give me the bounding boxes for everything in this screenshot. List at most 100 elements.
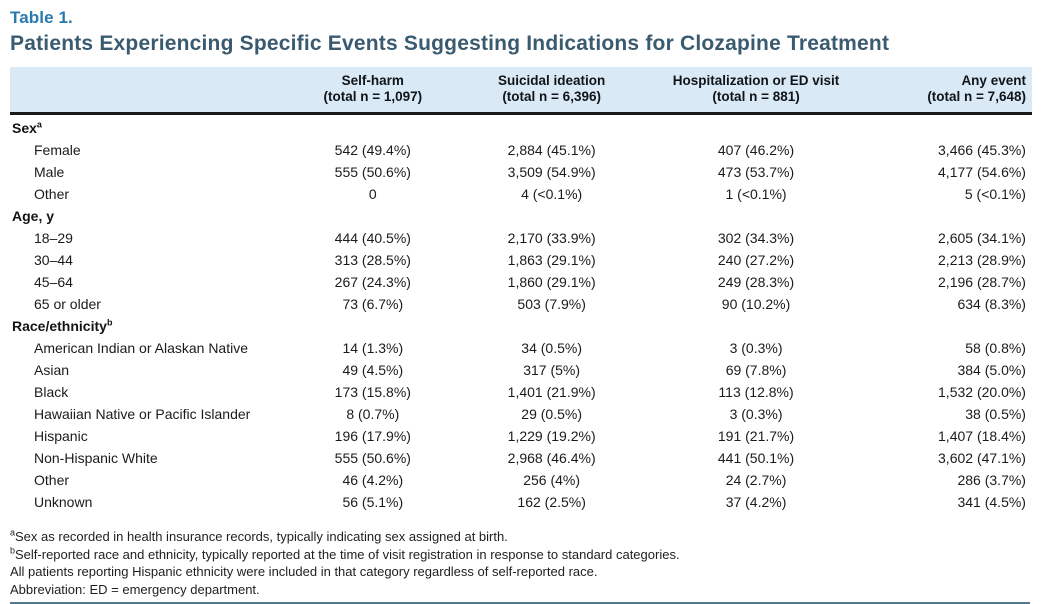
cell-self-harm: 444 (40.5%) xyxy=(334,230,411,246)
cell-any-event: 286 (3.7%) xyxy=(957,472,1026,488)
section-header-label: Race/ethnicityb xyxy=(10,315,286,337)
column-header-line2: (total n = 881) xyxy=(712,89,800,104)
column-header-line2: (total n = 7,648) xyxy=(927,89,1026,104)
cell-self-harm: 14 (1.3%) xyxy=(342,340,404,356)
row-label: Hawaiian Native or Pacific Islander xyxy=(34,406,251,422)
cell-hospitalization-ed-visit: 191 (21.7%) xyxy=(717,428,795,444)
cell-suicidal-ideation: 162 (2.5%) xyxy=(517,494,586,510)
column-header-line1: Self-harm xyxy=(341,73,404,88)
cell-hospitalization-ed-visit: 3 (0.3%) xyxy=(729,406,783,422)
cell-suicidal-ideation: 4 (<0.1%) xyxy=(521,186,583,202)
column-header-line1: Hospitalization or ED visit xyxy=(672,73,840,88)
table-row: Male 555 (50.6%) 3,509 (54.9%) 473 (53.7… xyxy=(10,161,1032,183)
footnote-superscript: a xyxy=(10,527,16,538)
table-row: Non-Hispanic White 555 (50.6%) 2,968 (46… xyxy=(10,447,1032,469)
column-header-suicidal-ideation: Suicidal ideation (total n = 6,396) xyxy=(460,73,644,105)
section-header-row-age: Age, y xyxy=(10,205,1032,227)
cell-any-event: 58 (0.8%) xyxy=(965,340,1026,356)
cell-any-event: 5 (<0.1%) xyxy=(964,186,1026,202)
row-label: 18–29 xyxy=(34,230,73,246)
row-label: Male xyxy=(34,164,65,180)
cell-suicidal-ideation: 1,860 (29.1%) xyxy=(507,274,596,290)
cell-hospitalization-ed-visit: 24 (2.7%) xyxy=(725,472,787,488)
cell-self-harm: 267 (24.3%) xyxy=(334,274,411,290)
footnote-hispanic-note: All patients reporting Hispanic ethnicit… xyxy=(10,563,1032,581)
column-header-any-event: Any event (total n = 7,648) xyxy=(868,73,1032,105)
cell-suicidal-ideation: 2,170 (33.9%) xyxy=(507,230,596,246)
cell-any-event: 1,532 (20.0%) xyxy=(938,384,1026,400)
row-label: 30–44 xyxy=(34,252,73,268)
column-header-line2: (total n = 1,097) xyxy=(323,89,423,104)
cell-self-harm: 555 (50.6%) xyxy=(334,450,411,466)
table-row: 30–44 313 (28.5%) 1,863 (29.1%) 240 (27.… xyxy=(10,249,1032,271)
footnote-text: Sex as recorded in health insurance reco… xyxy=(15,529,508,544)
table-row: Female 542 (49.4%) 2,884 (45.1%) 407 (46… xyxy=(10,139,1032,161)
cell-self-harm: 173 (15.8%) xyxy=(334,384,411,400)
footnote-a: aSex as recorded in health insurance rec… xyxy=(10,528,1032,546)
cell-suicidal-ideation: 29 (0.5%) xyxy=(521,406,582,422)
cell-hospitalization-ed-visit: 69 (7.8%) xyxy=(725,362,787,378)
cell-hospitalization-ed-visit: 37 (4.2%) xyxy=(725,494,787,510)
table-row: Asian 49 (4.5%) 317 (5%) 69 (7.8%) 384 (… xyxy=(10,359,1032,381)
column-header-line1: Any event xyxy=(961,73,1026,88)
table-row: 45–64 267 (24.3%) 1,860 (29.1%) 249 (28.… xyxy=(10,271,1032,293)
row-label: 45–64 xyxy=(34,274,73,290)
footnotes: aSex as recorded in health insurance rec… xyxy=(10,528,1032,598)
row-label: Black xyxy=(34,384,69,400)
cell-self-harm: 46 (4.2%) xyxy=(342,472,404,488)
section-header-label: Sexa xyxy=(10,117,286,139)
cell-hospitalization-ed-visit: 1 (<0.1%) xyxy=(725,186,787,202)
cell-self-harm: 0 xyxy=(368,186,377,202)
table-body: Sexa Female 542 (49.4%) 2,884 (45.1%) 40… xyxy=(10,115,1032,513)
cell-suicidal-ideation: 1,229 (19.2%) xyxy=(507,428,596,444)
cell-suicidal-ideation: 34 (0.5%) xyxy=(521,340,582,356)
footnote-text: Abbreviation: ED = emergency department. xyxy=(10,581,260,597)
table-number-label: Table 1. xyxy=(10,8,73,27)
cell-self-harm: 8 (0.7%) xyxy=(346,406,400,422)
table-row: Hispanic 196 (17.9%) 1,229 (19.2%) 191 (… xyxy=(10,425,1032,447)
cell-any-event: 4,177 (54.6%) xyxy=(938,164,1026,180)
table-row: Other 46 (4.2%) 256 (4%) 24 (2.7%) 286 (… xyxy=(10,469,1032,491)
table-row: 18–29 444 (40.5%) 2,170 (33.9%) 302 (34.… xyxy=(10,227,1032,249)
cell-hospitalization-ed-visit: 3 (0.3%) xyxy=(729,340,783,356)
footnote-b: bSelf-reported race and ethnicity, typic… xyxy=(10,546,1032,564)
table-row: 65 or older 73 (6.7%) 503 (7.9%) 90 (10.… xyxy=(10,293,1032,315)
cell-any-event: 2,213 (28.9%) xyxy=(938,252,1026,268)
section-header-superscript: a xyxy=(36,119,42,130)
row-label: American Indian or Alaskan Native xyxy=(34,340,248,356)
row-label: Female xyxy=(34,142,81,158)
cell-any-event: 634 (8.3%) xyxy=(957,296,1026,312)
cell-hospitalization-ed-visit: 473 (53.7%) xyxy=(717,164,795,180)
cell-hospitalization-ed-visit: 240 (27.2%) xyxy=(717,252,795,268)
cell-suicidal-ideation: 317 (5%) xyxy=(523,362,581,378)
cell-any-event: 2,605 (34.1%) xyxy=(938,230,1026,246)
section-header-text: Race/ethnicity xyxy=(12,318,107,334)
cell-suicidal-ideation: 256 (4%) xyxy=(523,472,581,488)
cell-self-harm: 73 (6.7%) xyxy=(342,296,404,312)
row-label: Other xyxy=(34,472,70,488)
column-header-line1: Suicidal ideation xyxy=(498,73,606,88)
cell-self-harm: 56 (5.1%) xyxy=(342,494,404,510)
table-header-row: Self-harm (total n = 1,097) Suicidal ide… xyxy=(10,67,1032,115)
row-label: Asian xyxy=(34,362,70,378)
cell-any-event: 3,466 (45.3%) xyxy=(938,142,1026,158)
row-label: Unknown xyxy=(34,494,93,510)
cell-self-harm: 313 (28.5%) xyxy=(334,252,411,268)
column-header-line2: (total n = 6,396) xyxy=(502,89,601,104)
column-header-hospitalization-ed-visit: Hospitalization or ED visit (total n = 8… xyxy=(644,73,869,105)
cell-self-harm: 196 (17.9%) xyxy=(334,428,411,444)
cell-self-harm: 542 (49.4%) xyxy=(334,142,411,158)
footnote-abbreviation: Abbreviation: ED = emergency department. xyxy=(10,581,1032,599)
cell-self-harm: 555 (50.6%) xyxy=(334,164,411,180)
cell-any-event: 2,196 (28.7%) xyxy=(938,274,1026,290)
section-header-text: Age, y xyxy=(12,208,55,224)
cell-suicidal-ideation: 2,968 (46.4%) xyxy=(507,450,596,466)
table-row: Hawaiian Native or Pacific Islander 8 (0… xyxy=(10,403,1032,425)
cell-suicidal-ideation: 1,401 (21.9%) xyxy=(507,384,596,400)
cell-hospitalization-ed-visit: 90 (10.2%) xyxy=(721,296,791,312)
cell-suicidal-ideation: 1,863 (29.1%) xyxy=(507,252,596,268)
row-label: Other xyxy=(34,186,70,202)
footnote-text: Self-reported race and ethnicity, typica… xyxy=(15,546,680,562)
cell-any-event: 341 (4.5%) xyxy=(957,494,1026,510)
